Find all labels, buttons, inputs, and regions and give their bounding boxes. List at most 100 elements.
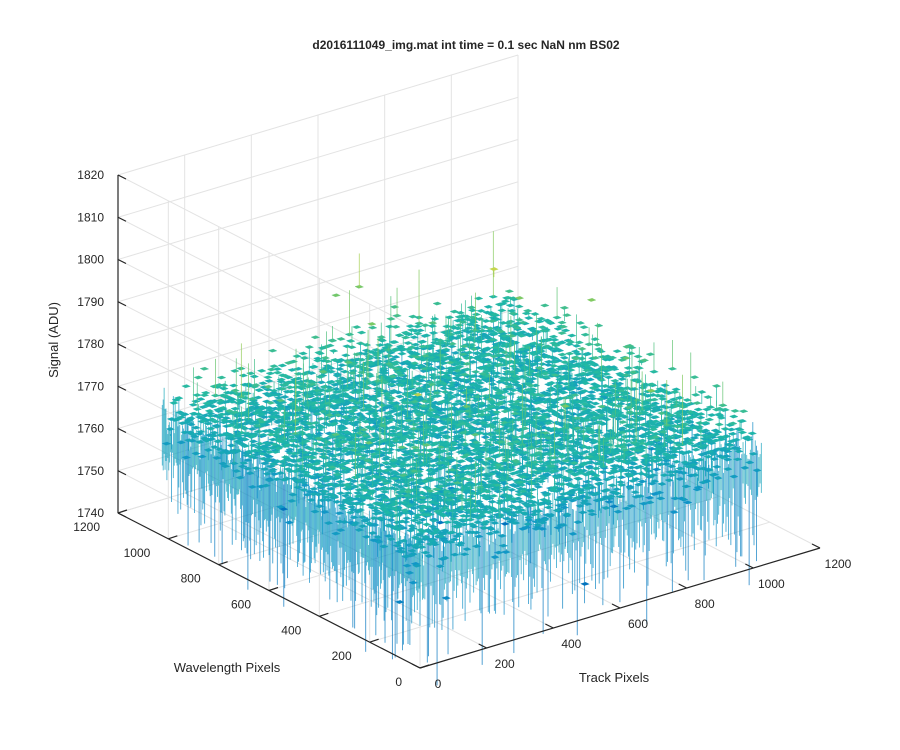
- surface-cell: [316, 416, 326, 421]
- surface-cell: [362, 386, 372, 390]
- surface-cell: [262, 441, 272, 445]
- surface-cell: [364, 407, 375, 411]
- surface-cell: [341, 421, 352, 426]
- surface-cell: [427, 321, 438, 325]
- surface-cell: [574, 340, 584, 345]
- surface-cell: [373, 379, 383, 383]
- surface-cell: [331, 390, 341, 394]
- surface-cell: [401, 392, 411, 397]
- surface-cell: [245, 471, 255, 476]
- surface-cell: [383, 411, 393, 415]
- surface-cell: [251, 402, 261, 407]
- surface-cell: [406, 328, 417, 332]
- surface-cell: [356, 417, 366, 421]
- surface-cell: [484, 360, 494, 364]
- surface-cell: [283, 443, 293, 447]
- surface-cell: [289, 401, 299, 406]
- surface-cell: [357, 370, 367, 375]
- surface-cell: [508, 311, 518, 316]
- surface-cell: [361, 343, 372, 347]
- surface-cell: [352, 401, 362, 405]
- surface-cell: [257, 451, 267, 456]
- surface-cell: [378, 403, 388, 408]
- surface-cell: [284, 458, 294, 462]
- surface-cell: [304, 345, 315, 349]
- surface-cell: [269, 415, 279, 420]
- surface-cell: [198, 405, 208, 409]
- surface-cell: [215, 398, 226, 403]
- surface-cell: [369, 432, 380, 436]
- surface-cell: [475, 381, 486, 385]
- surface-cell: [412, 355, 422, 359]
- surface-cell: [209, 445, 220, 449]
- surface-cell: [317, 425, 327, 430]
- surface-cell: [254, 388, 264, 393]
- surface-cell: [485, 326, 495, 331]
- surface-cell: [329, 421, 339, 426]
- surface-cell: [418, 344, 428, 349]
- surface-cell: [420, 354, 431, 358]
- surface-cell: [540, 303, 550, 308]
- surface-cell: [272, 477, 282, 481]
- surface-cell: [197, 454, 207, 459]
- surface-cell: [507, 331, 517, 335]
- surface-cell: [530, 312, 540, 316]
- surface-cell: [408, 314, 418, 319]
- surface-cell: [337, 363, 347, 368]
- surface-cell: [203, 421, 213, 426]
- surface-cell: [514, 296, 525, 300]
- surface-cell: [272, 370, 283, 375]
- surface-cell: [176, 415, 186, 420]
- surface-cell: [299, 356, 310, 360]
- surface-cell: [262, 471, 272, 476]
- surface-cell: [264, 478, 275, 483]
- surface-cell: [269, 411, 279, 416]
- surface-cell: [298, 351, 308, 356]
- surface-cell: [397, 351, 407, 356]
- surface-cell: [398, 379, 409, 383]
- surface-cell: [518, 320, 528, 325]
- surface-cell: [313, 358, 323, 363]
- surface-cell: [261, 447, 271, 452]
- surface-cell: [535, 342, 545, 347]
- surface-cell: [263, 375, 273, 380]
- surface-cell: [280, 373, 290, 378]
- surface-cell: [476, 309, 486, 313]
- surface-cell: [267, 469, 277, 474]
- surface-cell: [466, 388, 476, 392]
- surface-cell: [476, 358, 487, 363]
- surface-cell: [420, 323, 430, 328]
- surface-cell: [469, 347, 479, 351]
- surface-cell: [385, 414, 395, 419]
- surface-cell: [396, 373, 406, 377]
- surface-cell: [544, 354, 554, 359]
- surface-cell: [176, 440, 186, 445]
- surface-cell: [391, 324, 401, 329]
- surface-cell: [179, 412, 189, 417]
- surface-cell: [454, 315, 464, 319]
- surface-cell: [436, 400, 447, 404]
- surface-cell: [517, 333, 527, 338]
- surface-cell: [318, 369, 328, 374]
- surface-cell: [268, 462, 278, 466]
- surface-cell: [210, 419, 221, 424]
- surface-cell: [512, 376, 522, 381]
- surface-cell: [477, 329, 488, 333]
- surface-cell: [594, 323, 604, 328]
- surface-cell: [315, 374, 326, 379]
- surface-cell: [175, 410, 185, 415]
- surface-cell: [295, 416, 305, 421]
- surface-cell: [302, 413, 313, 417]
- surface-cell: [265, 371, 275, 376]
- surface-cell: [265, 408, 276, 413]
- surface-cell: [403, 341, 413, 345]
- surface-cell: [269, 442, 280, 447]
- surface-cell: [350, 406, 360, 411]
- surface-cell: [371, 348, 382, 352]
- surface-cell: [441, 347, 451, 352]
- surface-cell: [199, 366, 210, 371]
- surface-cell: [186, 416, 196, 421]
- surface-cell: [395, 383, 405, 387]
- surface-cell: [275, 398, 286, 403]
- surface-cell: [193, 375, 203, 380]
